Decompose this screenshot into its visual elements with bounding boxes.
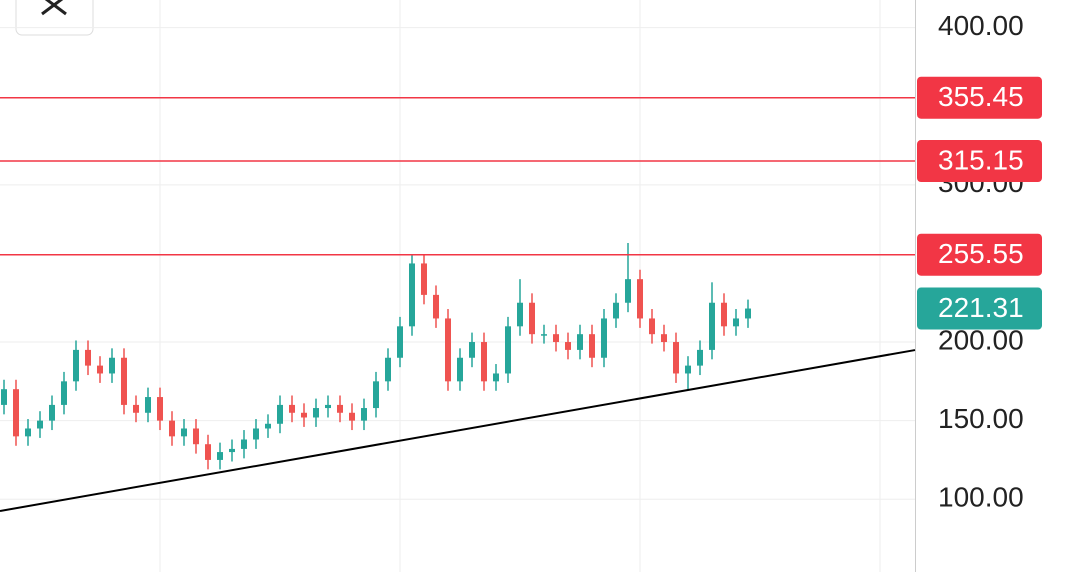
candle-body [169, 420, 175, 437]
y-tick-label: 150.00 [938, 403, 1024, 434]
candle-body [229, 448, 235, 453]
candle-body [577, 334, 583, 350]
candle-body [373, 381, 379, 409]
candle-body [205, 444, 211, 460]
candle-body [325, 404, 331, 409]
candle-body [625, 279, 631, 303]
candle-body [1, 389, 7, 405]
y-tick-label: 200.00 [938, 324, 1024, 355]
candle-body [457, 357, 463, 382]
candle-body [49, 404, 55, 421]
candle-body [613, 302, 619, 319]
candle-body [685, 365, 691, 374]
candle-body [469, 342, 475, 358]
price-label-box [917, 76, 1042, 119]
price-label-box [917, 140, 1042, 183]
candle-body [517, 302, 523, 327]
close-button[interactable] [15, 0, 94, 36]
candle-body [13, 389, 19, 437]
candle-body [25, 428, 31, 437]
candle-body [673, 342, 679, 374]
candle-body [277, 404, 283, 424]
candle-body [265, 423, 271, 429]
y-tick-label: 100.00 [938, 482, 1024, 513]
candle-body [529, 302, 535, 335]
candle-body [721, 302, 727, 327]
candle-body [409, 263, 415, 327]
candle-body [505, 326, 511, 374]
candle-body [433, 294, 439, 319]
candle-body [709, 302, 715, 350]
candle-body [241, 439, 247, 449]
price-label: 255.55 [938, 238, 1024, 269]
candle-body [637, 279, 643, 319]
candle-body [697, 349, 703, 366]
candle-body [73, 349, 79, 382]
y-tick-label: 400.00 [938, 10, 1024, 41]
candle-body [301, 412, 307, 418]
price-label: 221.31 [938, 292, 1024, 323]
price-label: 315.15 [938, 144, 1024, 175]
candle-body [589, 334, 595, 358]
close-button-box[interactable] [15, 0, 94, 36]
candle-body [61, 381, 67, 405]
candle-body [361, 408, 367, 421]
candle-body [253, 428, 259, 440]
candle-body [85, 349, 91, 366]
candle-body [157, 397, 163, 421]
candle-body [37, 420, 43, 429]
candle-body [745, 308, 751, 319]
trendline [0, 349, 916, 512]
candle-body [733, 318, 739, 327]
candle-body [337, 404, 343, 413]
candle-body [553, 334, 559, 343]
candle-body [349, 412, 355, 421]
candle-body [661, 334, 667, 343]
candle-body [121, 357, 127, 405]
price-label-box [917, 233, 1042, 276]
candle-body [181, 428, 187, 437]
candle-body [541, 334, 547, 336]
close-icon[interactable] [41, 0, 67, 16]
candle-body [445, 318, 451, 382]
candle-body [217, 452, 223, 460]
price-label-box [917, 287, 1042, 330]
candle-body [289, 404, 295, 413]
candle-body [421, 263, 427, 295]
candle-body [133, 404, 139, 413]
candle-body [565, 342, 571, 350]
price-label: 355.45 [938, 81, 1024, 112]
candle-body [193, 428, 199, 445]
candle-body [493, 373, 499, 382]
candle-body [397, 326, 403, 358]
candle-body [481, 342, 487, 382]
candle-body [601, 318, 607, 358]
candle-body [109, 357, 115, 374]
candle-body [385, 357, 391, 382]
candle-body [97, 365, 103, 374]
candle-body [649, 318, 655, 335]
candle-body [313, 408, 319, 418]
candle-body [145, 397, 151, 413]
